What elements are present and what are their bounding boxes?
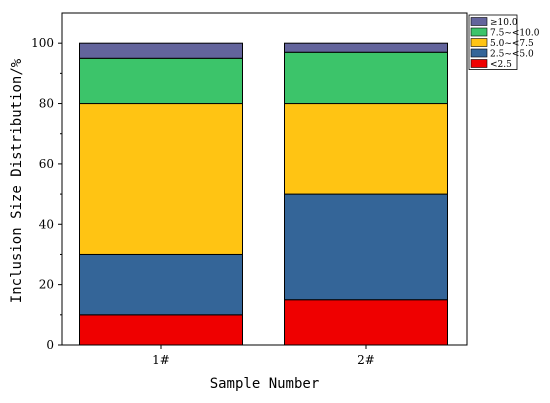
plot-frame [61, 12, 468, 346]
ticks-layer: 0 20 40 60 80 100 1# 2# [31, 36, 375, 367]
legend-label: 2.5~<5.0 [490, 50, 534, 60]
y-tick-label: 20 [39, 278, 54, 292]
bar-segment-1-series-1 [79, 314, 243, 346]
bar-segment-2-series-4 [284, 51, 448, 105]
legend-label: 7.5~<10.0 [490, 29, 540, 39]
legend-swatch [470, 48, 488, 58]
y-tick-label: 40 [39, 217, 54, 231]
bar-segment-2-series-5 [284, 42, 448, 53]
bar-segment-2-series-1 [284, 299, 448, 346]
legend-label: <2.5 [490, 60, 512, 70]
bar-segment-2-series-2 [284, 193, 448, 301]
bar-segment-1-series-5 [79, 42, 243, 59]
legend-label: ≥10.0 [490, 18, 518, 28]
y-tick-label: 60 [39, 157, 54, 171]
legend-swatch [470, 59, 488, 68]
legend: ≥10.07.5~<10.05.0~<7.52.5~<5.0<2.5 [468, 14, 540, 70]
y-axis-title: Inclusion Size Distribution/% [9, 58, 25, 303]
bar-segment-1-series-3 [79, 103, 243, 255]
y-tick-label: 0 [46, 338, 54, 352]
legend-swatch [470, 27, 488, 37]
bar-segment-1-series-2 [79, 253, 243, 316]
x-axis-title: Sample Number [210, 376, 320, 392]
bar-segment-1-series-4 [79, 57, 243, 105]
y-tick-label: 100 [31, 36, 54, 50]
bar-segment-2-series-3 [284, 103, 448, 195]
x-tick-label: 2# [357, 353, 375, 367]
legend-label: 5.0~<7.5 [490, 39, 534, 49]
legend-swatch [470, 17, 488, 26]
bars-layer [79, 42, 448, 346]
y-tick-label: 80 [39, 97, 54, 111]
legend-swatch [470, 38, 488, 47]
x-tick-label: 1# [152, 353, 170, 367]
